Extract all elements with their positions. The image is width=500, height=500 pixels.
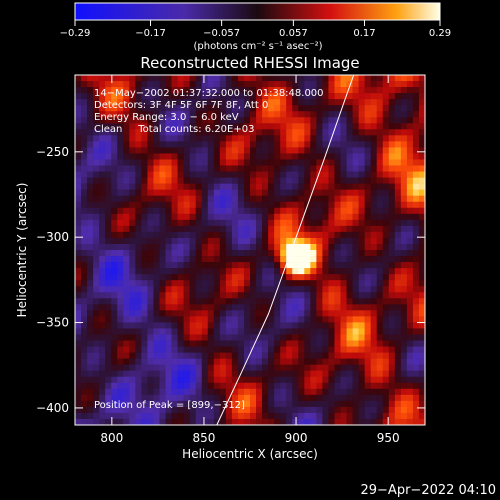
colorbar-units-label: (photons cm⁻² s⁻¹ asec⁻²) [193, 41, 322, 52]
colorbar-tick-label: 0.17 [353, 28, 375, 39]
footer-timestamp: 29−Apr−2022 04:10 [361, 483, 497, 498]
y-tick-label: −300 [36, 230, 69, 244]
y-tick-label: −350 [36, 316, 69, 330]
colorbar-ticks: −0.29 −0.17 −0.057 0.057 0.17 0.29 [60, 20, 451, 39]
colorbar-tick-label: −0.29 [60, 28, 91, 39]
annotation-clean-counts: Clean Total counts: 6.20E+03 [94, 124, 254, 135]
colorbar-tick-label: −0.17 [135, 28, 166, 39]
plot-frame [74, 74, 426, 426]
x-axis-label: Heliocentric X (arcsec) [182, 447, 318, 461]
annotation-time-range: 14−May−2002 01:37:32.000 to 01:38:48.000 [94, 88, 324, 99]
x-tick-label: 800 [100, 431, 123, 445]
chart-title: Reconstructed RHESSI Image [140, 54, 359, 72]
colorbar-tick-label: −0.057 [203, 28, 240, 39]
solar-limb-curve [216, 75, 355, 425]
colorbar-tick-label: 0.29 [429, 28, 451, 39]
x-tick-label: 900 [285, 431, 308, 445]
colorbar [74, 2, 441, 21]
annotation-energy-range: Energy Range: 3.0 − 6.0 keV [94, 112, 239, 123]
colorbar-tick-label: 0.057 [279, 28, 308, 39]
heatmap-image [75, 75, 425, 425]
y-tick-label: −250 [36, 145, 69, 159]
annotation-detectors: Detectors: 3F 4F 5F 6F 7F 8F, Att 0 [94, 100, 268, 111]
y-tick-label: −400 [36, 401, 69, 415]
axis-ticks: 800 850 900 950 −400 −350 −300 −250 [36, 75, 425, 445]
x-tick-label: 950 [377, 431, 400, 445]
peak-position-label: Position of Peak = [899,−312] [94, 400, 245, 411]
y-axis-label: Heliocentric Y (arcsec) [15, 183, 29, 318]
x-tick-label: 850 [192, 431, 215, 445]
